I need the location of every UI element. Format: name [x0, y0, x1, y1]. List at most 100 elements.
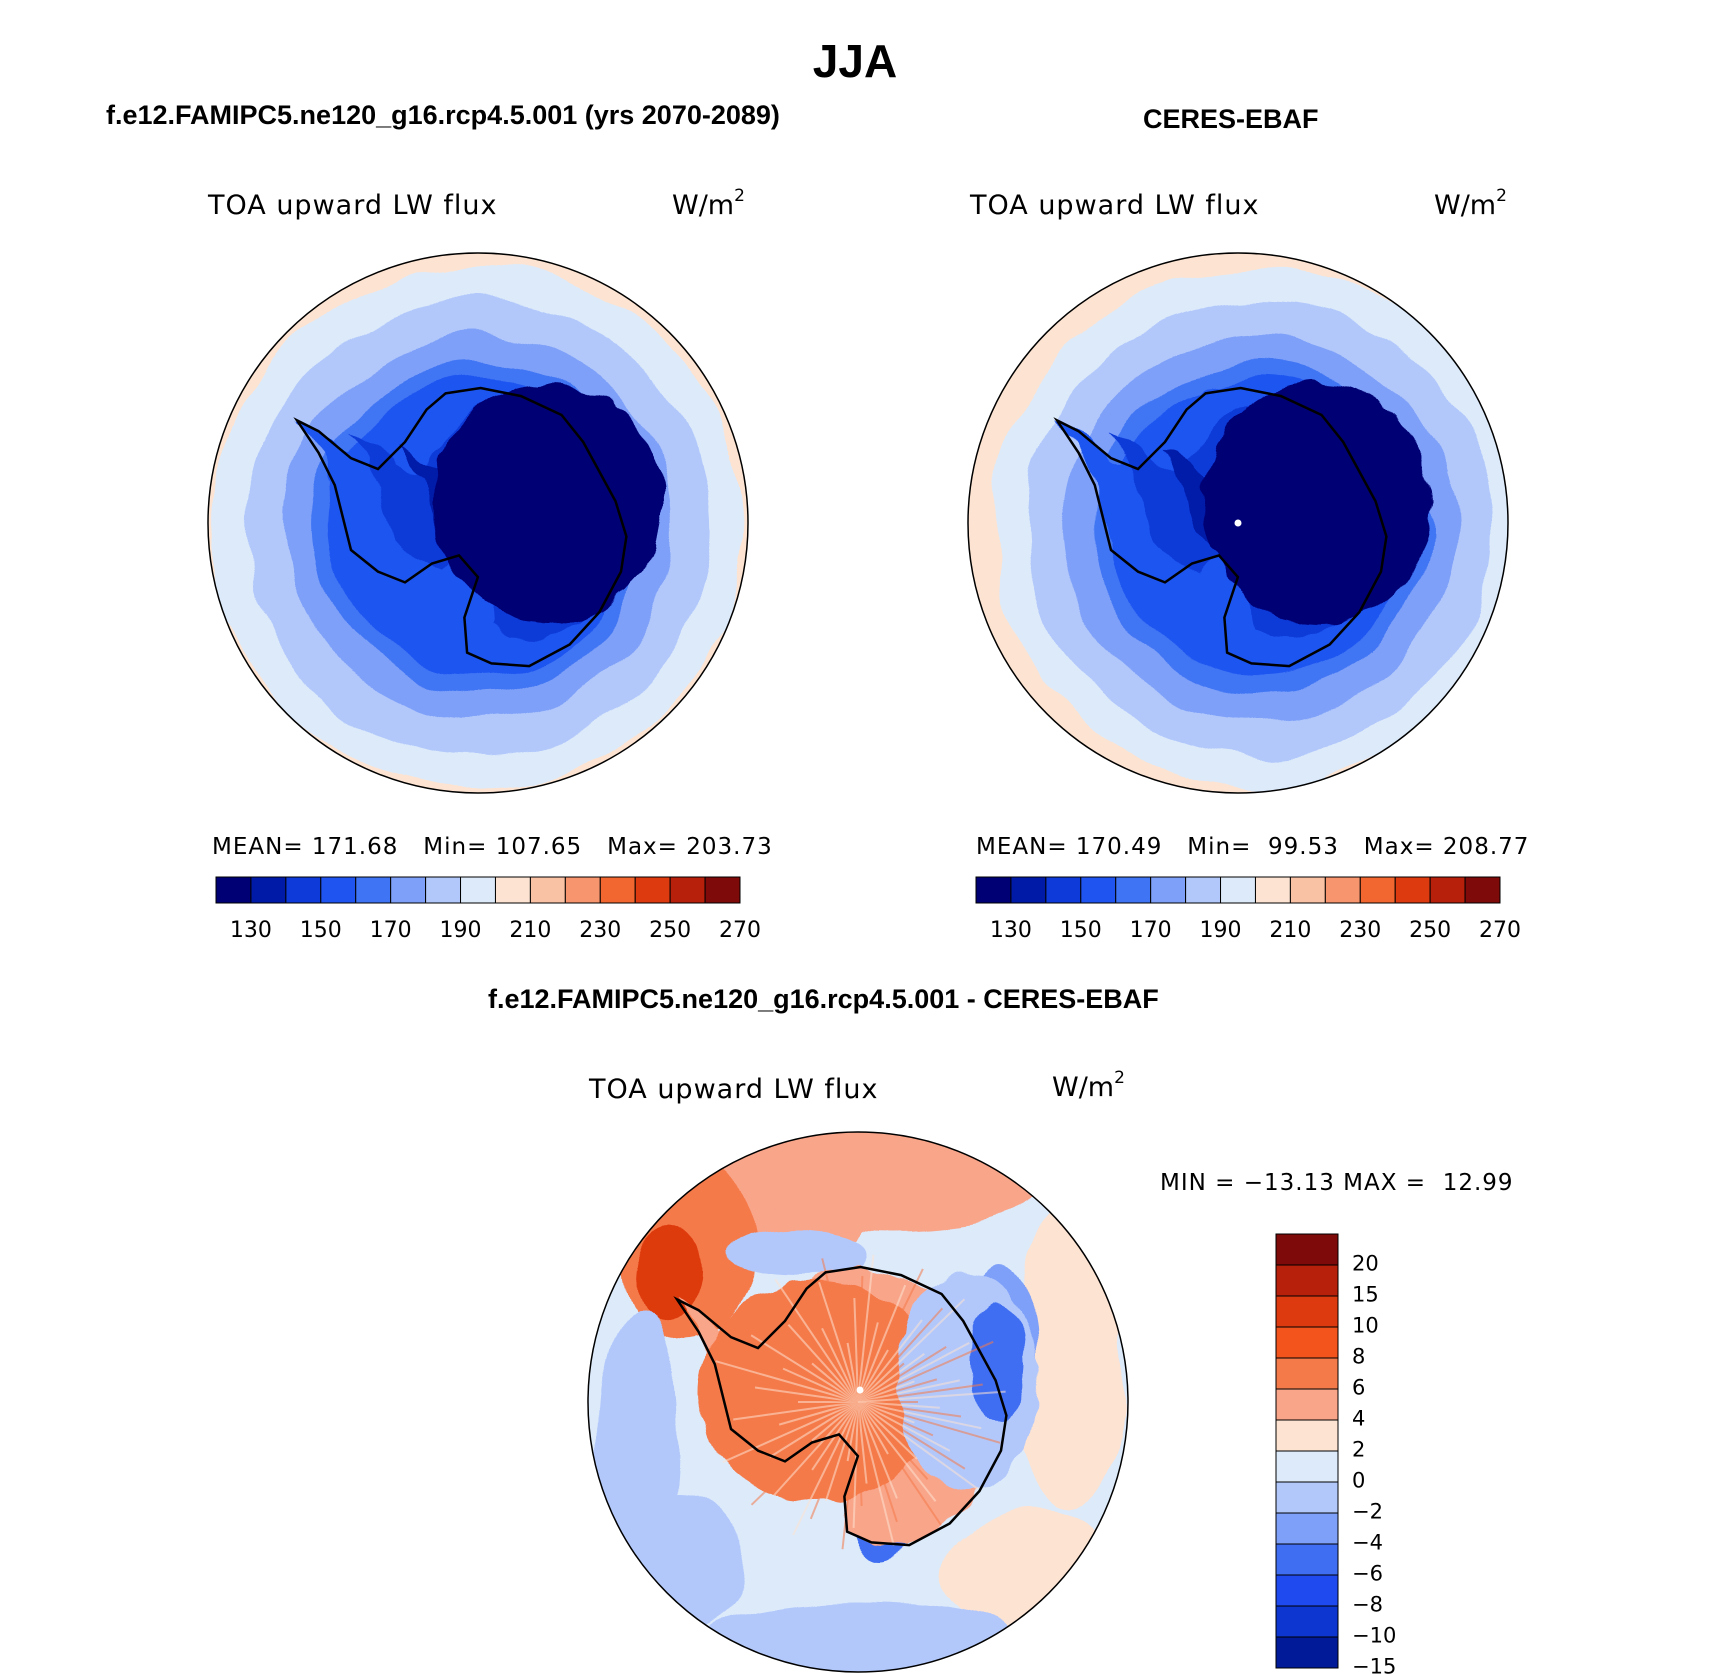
- right-map-pole-dot: [1234, 519, 1242, 527]
- diff-colorbar-box-5: [1275, 1388, 1339, 1421]
- left-map: [208, 253, 748, 793]
- left-colorbar-tick-label: 270: [719, 918, 761, 943]
- right-colorbar-box-2: [1045, 876, 1082, 904]
- diff-map-border: [587, 1131, 1129, 1673]
- right-colorbar-box-6: [1185, 876, 1222, 904]
- diff-blob-1: [748, 1132, 1048, 1232]
- right-colorbar-box-9: [1289, 876, 1326, 904]
- right-colorbar: 130 150 170 190 210 230 250 270: [975, 876, 1521, 943]
- right-colorbar-box-14: [1464, 876, 1501, 904]
- diff-colorbar-box-13: [1275, 1636, 1339, 1669]
- right-panel-title: CERES-EBAF: [1143, 104, 1319, 134]
- right-colorbar-box-13: [1429, 876, 1466, 904]
- left-colorbar-tick-label: 170: [370, 918, 412, 943]
- diff-coastline: [673, 1265, 1008, 1547]
- right-map-map-border: [967, 252, 1509, 794]
- right-colorbar-box-3: [1080, 876, 1117, 904]
- left-colorbar-tick-label: 210: [509, 918, 551, 943]
- left-colorbar-box-10: [564, 876, 601, 904]
- left-colorbar-box-9: [529, 876, 566, 904]
- left-colorbar-box-14: [704, 876, 741, 904]
- diff-colorbar-tick-label: 20: [1352, 1251, 1379, 1275]
- diff-blob-5: [608, 1492, 748, 1632]
- figure-title: JJA: [812, 35, 898, 87]
- diff-colorbar-box-10: [1275, 1543, 1339, 1576]
- left-colorbar-box-2: [285, 876, 322, 904]
- diff-colorbar-tick-label: 8: [1352, 1344, 1365, 1368]
- left-colorbar-box-13: [669, 876, 706, 904]
- right-colorbar-box-4: [1115, 876, 1152, 904]
- diff-stats: MIN = −13.13 MAX = 12.99: [1160, 1170, 1514, 1196]
- left-colorbar-tick-label: 250: [649, 918, 691, 943]
- right-colorbar-box-11: [1359, 876, 1396, 904]
- diff-blob-3: [633, 1227, 703, 1317]
- left-colorbar: 130 150 170 190 210 230 250 270: [215, 876, 761, 943]
- left-colorbar-box-5: [390, 876, 427, 904]
- right-colorbar-box-1: [1010, 876, 1047, 904]
- left-colorbar-tick-label: 230: [579, 918, 621, 943]
- right-stats: MEAN= 170.49 Min= 99.53 Max= 208.77: [976, 834, 1530, 860]
- diff-colorbar-box-4: [1275, 1357, 1339, 1390]
- right-colorbar-tick-label: 190: [1200, 918, 1242, 943]
- diff-colorbar-tick-label: 4: [1352, 1406, 1365, 1430]
- left-colorbar-box-8: [494, 876, 531, 904]
- diff-colorbar-tick-label: −10: [1352, 1623, 1396, 1647]
- diff-colorbar-tick-label: −8: [1352, 1592, 1383, 1616]
- right-units-label: W/m2: [1434, 186, 1507, 221]
- left-colorbar-tick-label: 130: [230, 918, 272, 943]
- left-map-map-border: [207, 252, 749, 794]
- left-colorbar-box-4: [355, 876, 392, 904]
- diff-colorbar-tick-label: −2: [1352, 1499, 1383, 1523]
- diff-colorbar-box-8: [1275, 1481, 1339, 1514]
- diff-colorbar-tick-label: 10: [1352, 1313, 1379, 1337]
- diff-colorbar-box-7: [1275, 1450, 1339, 1483]
- left-colorbar-box-6: [425, 876, 462, 904]
- right-colorbar-box-7: [1220, 876, 1256, 904]
- left-panel-title: f.e12.FAMIPC5.ne120_g16.rcp4.5.001 (yrs …: [106, 100, 780, 130]
- diff-colorbar-box-11: [1275, 1574, 1339, 1607]
- diff-colorbar-tick-label: 15: [1352, 1282, 1379, 1306]
- right-map-coastline: [1053, 386, 1388, 668]
- diff-colorbar-tick-label: −6: [1352, 1561, 1383, 1585]
- diff-map-pole-dot: [856, 1386, 864, 1394]
- diff-colorbar-tick-label: −15: [1352, 1654, 1396, 1674]
- diff-map: [588, 1132, 1128, 1672]
- diff-colorbar-box-3: [1275, 1326, 1339, 1359]
- left-colorbar-box-12: [634, 876, 671, 904]
- right-variable-label: TOA upward LW flux: [970, 190, 1260, 221]
- right-colorbar-tick-label: 270: [1479, 918, 1521, 943]
- diff-colorbar-box-12: [1275, 1605, 1339, 1638]
- diff-east-cold: [970, 1302, 1026, 1422]
- diff-variable-label: TOA upward LW flux: [589, 1074, 879, 1105]
- left-map-coastline: [293, 386, 628, 668]
- right-map: [968, 253, 1508, 793]
- right-colorbar-tick-label: 170: [1130, 918, 1172, 943]
- diff-colorbar-box-2: [1275, 1295, 1339, 1328]
- left-colorbar-tick-label: 150: [300, 918, 342, 943]
- right-colorbar-box-8: [1254, 876, 1291, 904]
- left-colorbar-box-3: [320, 876, 357, 904]
- left-colorbar-box-0: [215, 876, 252, 904]
- right-colorbar-box-12: [1394, 876, 1431, 904]
- diff-colorbar-box-6: [1275, 1419, 1339, 1452]
- right-colorbar-box-0: [975, 876, 1012, 904]
- left-colorbar-box-1: [250, 876, 287, 904]
- left-colorbar-box-7: [460, 876, 496, 904]
- diff-blob-6: [1013, 1212, 1123, 1512]
- right-colorbar-tick-label: 130: [990, 918, 1032, 943]
- right-colorbar-tick-label: 150: [1060, 918, 1102, 943]
- left-colorbar-box-11: [599, 876, 636, 904]
- left-variable-label: TOA upward LW flux: [208, 190, 498, 221]
- right-colorbar-tick-label: 210: [1269, 918, 1311, 943]
- right-colorbar-tick-label: 250: [1409, 918, 1451, 943]
- right-colorbar-tick-label: 230: [1339, 918, 1381, 943]
- diff-colorbar-box-9: [1275, 1512, 1339, 1545]
- left-units-label: W/m2: [672, 186, 745, 221]
- diff-colorbar-tick-label: 6: [1352, 1375, 1365, 1399]
- right-map-plateau: [1203, 383, 1433, 623]
- diff-colorbar-box-1: [1275, 1264, 1339, 1297]
- diff-units-label: W/m2: [1052, 1068, 1125, 1103]
- diff-blob-9: [728, 1227, 868, 1277]
